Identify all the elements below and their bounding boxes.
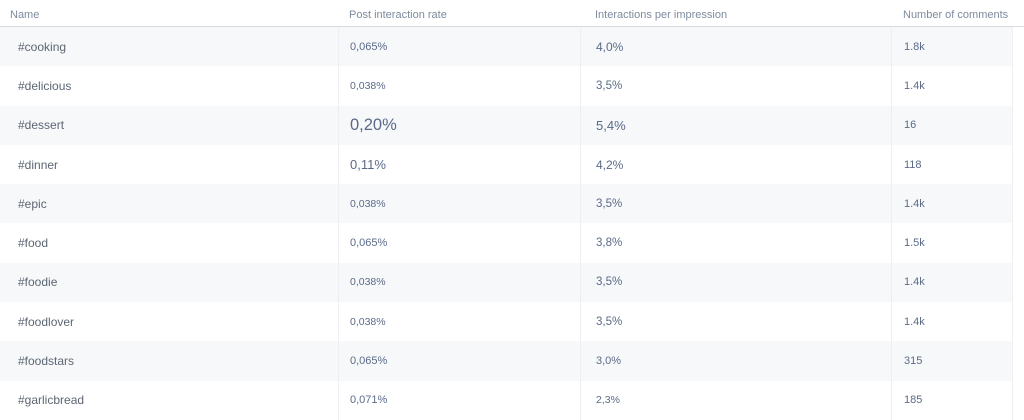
cell-name: #foodlover [18, 314, 75, 329]
cell-interactions-per-impression: 3,8% [580, 223, 891, 263]
cell-name: #foodstars [18, 354, 75, 369]
cell-interactions-per-impression: 5,4% [580, 105, 891, 145]
column-header-post-interaction-rate[interactable]: Post interaction rate [349, 9, 447, 21]
cell-name: #foodie [18, 275, 58, 290]
cell-name: #epic [18, 196, 47, 211]
column-header-name[interactable]: Name [10, 9, 40, 21]
cell-comments: 16 [891, 105, 1013, 145]
cell-comments: 1.5k [891, 223, 1013, 263]
table-row[interactable]: #foodstars 0,065% 3,0% 315 [0, 341, 1013, 381]
cell-post-interaction-rate: 0,11% [338, 144, 580, 185]
column-header-interactions-per-impression[interactable]: Interactions per impression [595, 9, 728, 21]
cell-comments: 1.4k [891, 302, 1013, 342]
table-row[interactable]: #foodie 0,038% 3,5% 1.4k [0, 262, 1013, 303]
cell-interactions-per-impression: 4,2% [580, 144, 891, 185]
cell-name: #garlicbread [18, 393, 85, 408]
cell-name: #food [18, 236, 49, 251]
cell-interactions-per-impression: 3,0% [580, 341, 891, 381]
cell-name: #dinner [18, 157, 59, 172]
table-row[interactable]: #garlicbread 0,071% 2,3% 185 [0, 380, 1013, 420]
cell-post-interaction-rate: 0,065% [338, 223, 580, 263]
cell-post-interaction-rate: 0,038% [338, 66, 580, 106]
cell-post-interaction-rate: 0,065% [338, 27, 580, 67]
cell-post-interaction-rate: 0,038% [338, 262, 580, 303]
cell-comments: 1.4k [891, 262, 1013, 303]
cell-interactions-per-impression: 4,0% [580, 27, 891, 67]
cell-interactions-per-impression: 2,3% [580, 380, 891, 420]
cell-interactions-per-impression: 3,5% [580, 66, 891, 106]
table-header: Name Post interaction rate Interactions … [0, 0, 1024, 27]
table-row[interactable]: #delicious 0,038% 3,5% 1.4k [0, 66, 1013, 106]
cell-interactions-per-impression: 3,5% [580, 302, 891, 342]
cell-comments: 1.4k [891, 184, 1013, 224]
cell-comments: 118 [891, 144, 1013, 185]
table-body: #cooking 0,065% 4,0% 1.8k #delicious 0,0… [0, 27, 1013, 420]
cell-interactions-per-impression: 3,5% [580, 262, 891, 303]
cell-name: #cooking [18, 39, 67, 54]
table-row[interactable]: #food 0,065% 3,8% 1.5k [0, 223, 1013, 263]
cell-name: #dessert [18, 118, 65, 133]
table-row[interactable]: #dinner 0,11% 4,2% 118 [0, 144, 1013, 185]
cell-comments: 315 [891, 341, 1013, 381]
cell-post-interaction-rate: 0,20% [338, 105, 580, 145]
cell-post-interaction-rate: 0,038% [338, 302, 580, 342]
table-row[interactable]: #cooking 0,065% 4,0% 1.8k [0, 27, 1013, 67]
cell-post-interaction-rate: 0,065% [338, 341, 580, 381]
cell-comments: 1.4k [891, 66, 1013, 106]
table-row[interactable]: #foodlover 0,038% 3,5% 1.4k [0, 302, 1013, 342]
cell-comments: 185 [891, 380, 1013, 420]
cell-name: #delicious [18, 78, 72, 93]
table-row[interactable]: #epic 0,038% 3,5% 1.4k [0, 184, 1013, 224]
cell-post-interaction-rate: 0,038% [338, 184, 580, 224]
cell-interactions-per-impression: 3,5% [580, 184, 891, 224]
table-row[interactable]: #dessert 0,20% 5,4% 16 [0, 105, 1013, 145]
column-header-number-of-comments[interactable]: Number of comments [903, 9, 1009, 21]
cell-post-interaction-rate: 0,071% [338, 380, 580, 420]
cell-comments: 1.8k [891, 27, 1013, 67]
